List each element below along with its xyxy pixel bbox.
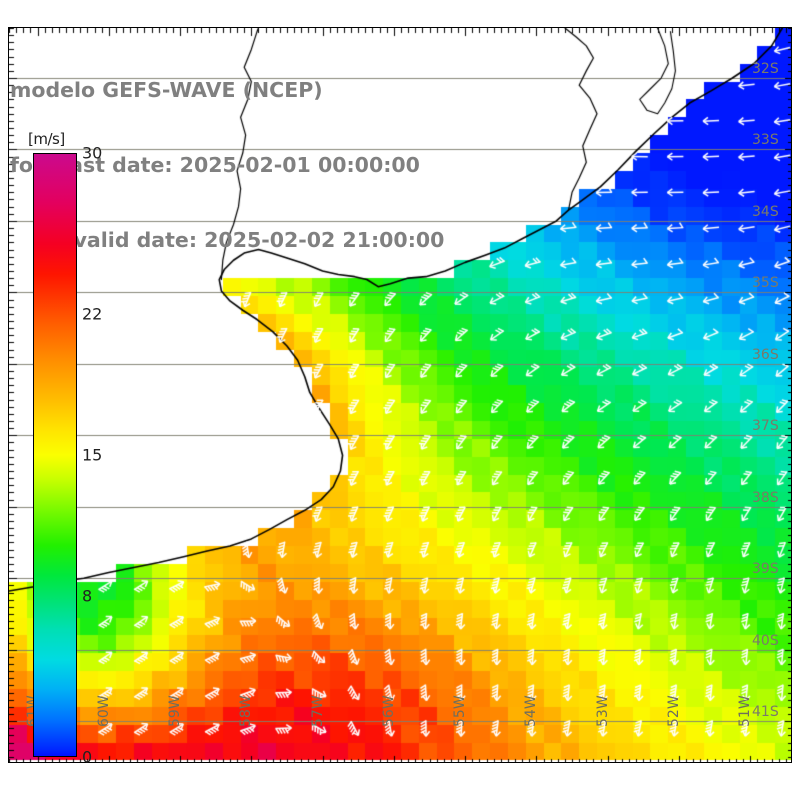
lon-tick-55W: 55W [452,695,469,727]
lon-tick-57W: 57W [309,695,326,727]
map-title-block: modelo GEFS-WAVE (NCEP) forecast date: 2… [10,28,530,303]
lat-tick-41S: 41S [752,704,779,721]
lon-tick-52W: 52W [665,695,682,727]
lat-tick-33S: 33S [752,132,779,149]
lon-tick-54W: 54W [523,695,540,727]
map-plot-area[interactable] [8,27,792,763]
lon-tick-58W: 58W [238,695,255,727]
colorbar-tick-0: 0 [82,747,93,767]
lon-tick-59W: 59W [167,695,184,727]
lat-tick-39S: 39S [752,561,779,578]
lat-tick-36S: 36S [752,346,779,363]
lat-tick-37S: 37S [752,418,779,435]
lat-tick-40S: 40S [752,632,779,649]
colorbar-tick-15: 15 [82,445,103,465]
lat-tick-34S: 34S [752,203,779,220]
lon-tick-60W: 60W [95,695,112,727]
wind-field-canvas [9,28,791,762]
lat-tick-32S: 32S [752,61,779,78]
lat-tick-35S: 35S [752,275,779,292]
lat-tick-38S: 38S [752,489,779,506]
map-canvas-wrapper [9,28,791,762]
title-valid-date-line: valid date: 2025-02-02 21:00:00 [73,228,445,252]
title-forecast-date-line: forecast date: 2025-02-01 00:00:00 [10,153,420,177]
colorbar-unit-label: [m/s] [28,130,65,148]
colorbar-gradient [33,153,77,757]
colorbar-tick-8: 8 [82,586,93,606]
title-model-line: modelo GEFS-WAVE (NCEP) [10,78,323,102]
lon-tick-53W: 53W [594,695,611,727]
lon-tick-56W: 56W [380,695,397,727]
colorbar-tick-30: 30 [82,143,103,163]
lon-tick-51W: 51W [737,695,754,727]
colorbar-tick-22: 22 [82,304,103,324]
